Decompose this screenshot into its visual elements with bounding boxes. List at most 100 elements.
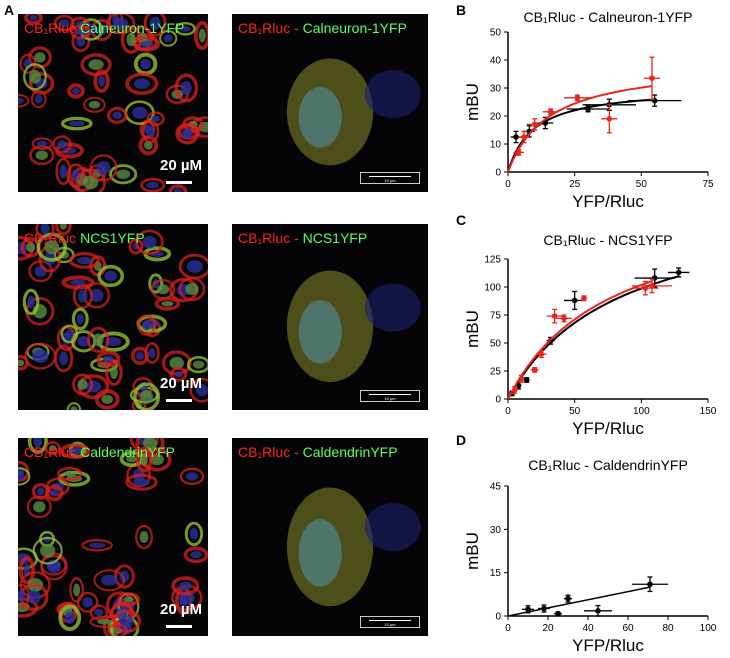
cell-nucleus [76,313,85,325]
cell-nucleus [59,224,68,230]
cell-outline [171,576,200,596]
neighbor-nucleus [364,283,421,332]
data-point [571,297,578,304]
micrograph-6: CB₁Rluc - CaldendrinYFP 10 µm [232,438,428,636]
cell-nucleus [70,406,78,410]
cell-nucleus [190,551,202,559]
scale-bar-label: 10 µm [384,622,396,627]
cell-outline [97,264,125,288]
cell-nucleus [75,28,86,36]
cell-outline [18,556,36,585]
y-tick-label: 50 [490,339,502,350]
cell-outline [57,466,83,481]
cell-outline [146,111,165,127]
cell-outline [18,93,30,108]
cell-outline [130,346,149,365]
data-point [649,283,655,289]
cell-nucleus [180,80,192,95]
cell-nucleus [139,530,149,544]
cell-nucleus [132,106,148,119]
cell-outline [96,350,121,368]
x-tick-label: 50 [636,179,648,190]
y-tick-label: 50 [490,28,502,39]
micrograph-1: CB₁Rluc Calneuron-1YFP 20 µM [18,14,208,192]
cell-outline [22,288,40,316]
cell-nucleus [65,329,74,339]
cell-outline [58,604,82,632]
cell-outline [27,438,48,454]
cell-outline [24,342,57,370]
cell-outline [93,69,110,93]
data-point [565,595,571,602]
data-point [542,120,549,126]
data-point [521,134,527,140]
cell-nucleus [89,542,106,549]
cell-nucleus [82,597,93,608]
cell-nucleus [189,528,199,540]
x-tick-label: 75 [702,179,714,190]
y-tick-label: 40 [490,56,502,67]
panel-letter-d: D [456,432,467,448]
cell-nucleus [26,242,36,253]
scale-bar [369,394,411,395]
cell-outline [72,283,93,309]
label-green-channel: Calneuron-1YFP [302,20,407,36]
cell-outline [174,73,199,103]
cell-nucleus [27,295,35,309]
cell-outline [30,89,47,109]
cell-nucleus [101,574,118,586]
cell-outline [67,83,85,99]
cell-nucleus [89,288,104,302]
cell-nucleus [40,224,50,235]
cell-outline [186,355,208,374]
data-point [523,377,530,383]
cell-outline [140,177,166,192]
cell-nucleus [178,581,192,591]
cell-outline [69,577,85,603]
cell-outline [189,377,208,403]
cell-nucleus [77,379,88,390]
cell-outline [26,495,52,519]
y-tick-label: 0 [495,612,501,623]
data-point [515,149,522,156]
y-tick-label: 125 [484,255,501,266]
cell-outline [125,72,159,95]
label-green-channel: Calneuron-1YFP [80,20,185,36]
x-tick-label: 0 [505,406,511,417]
y-tick-label: 45 [490,482,502,493]
cell-outline [120,25,142,54]
cell-nucleus [112,111,122,120]
label-green-channel: NCS1YFP [302,230,368,246]
x-tick-label: 100 [633,406,650,417]
label-red-channel: CB₁Rluc [24,230,81,246]
cell-outline [143,14,167,37]
cell-nucleus [126,32,136,47]
cell-nucleus [110,365,118,380]
data-point [531,367,538,373]
cell-nucleus [180,25,191,32]
data-point [647,581,653,588]
cell-nucleus [26,590,42,604]
cell-nucleus [102,355,114,363]
cell-nucleus [104,270,118,282]
cell-nucleus [34,265,47,277]
cell-outline [159,29,178,47]
cell-nucleus [116,169,131,179]
data-point [649,75,655,81]
micrograph-label: CB₁Rluc - CaldendrinYFP [238,444,398,460]
cell-outline [106,14,136,35]
cell-nucleus [35,150,48,161]
y-tick-label: 30 [490,84,502,95]
label-red-channel: CB₁Rluc [24,444,81,460]
y-axis-label: mBU [463,532,482,570]
cell-nucleus [59,164,68,179]
x-axis-label: YFP/Rluc [572,192,644,211]
cell-nucleus [186,260,203,273]
x-axis-label: YFP/Rluc [572,419,644,438]
micrograph-image [286,487,421,607]
micrograph-5: CB₁Rluc CaldendrinYFP 20 µM [18,438,208,636]
cell-nucleus [135,351,144,360]
micrograph-4: CB₁Rluc - NCS1YFP 10 µm [232,224,428,410]
cell-nucleus [133,478,150,487]
neighbor-nucleus [364,503,421,552]
